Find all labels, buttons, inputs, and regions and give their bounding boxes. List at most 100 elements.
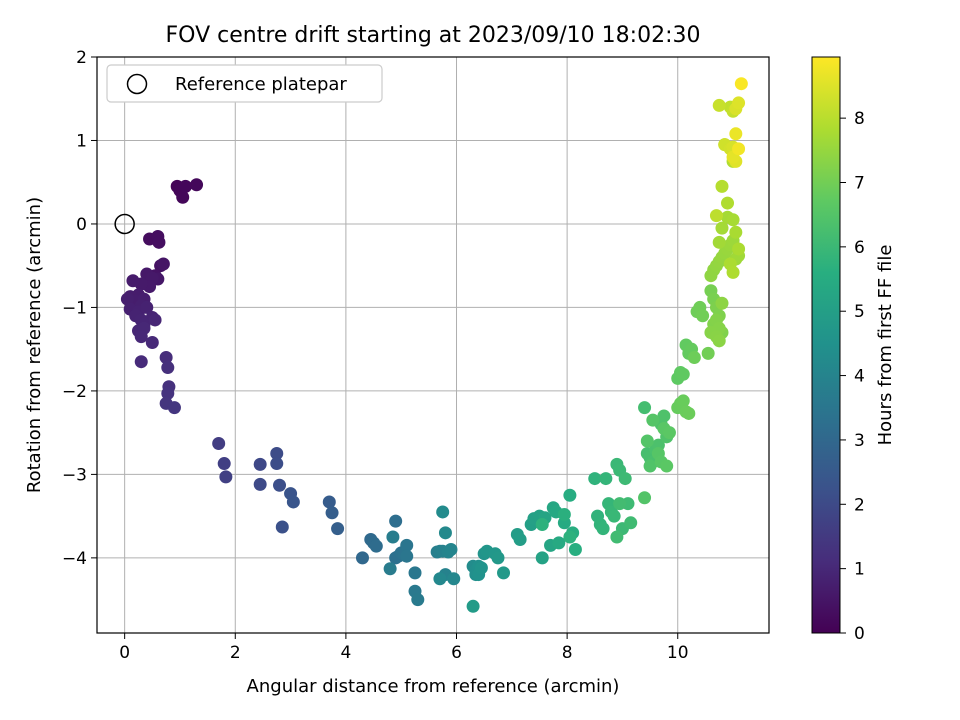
colorbar-gradient: [811, 56, 841, 634]
data-point: [275, 520, 289, 534]
legend-open-circle-marker: [126, 73, 148, 95]
data-point: [712, 235, 726, 249]
data-point: [400, 549, 414, 563]
data-point: [734, 77, 748, 91]
data-point: [436, 505, 450, 519]
x-axis-label: Angular distance from reference (arcmin): [247, 676, 620, 697]
data-point: [618, 472, 632, 486]
data-point: [687, 351, 701, 365]
data-point: [253, 477, 267, 491]
y-tick-label: 1: [76, 131, 87, 151]
colorbar-tick-label: 1: [854, 560, 865, 580]
data-point: [676, 394, 690, 408]
x-tick-label: 8: [562, 643, 573, 663]
data-point: [657, 409, 671, 423]
data-point: [638, 401, 652, 415]
data-point: [662, 426, 676, 440]
x-tick-label: 10: [667, 643, 689, 663]
colorbar-tick-label: 4: [854, 367, 865, 387]
data-point: [270, 457, 284, 471]
data-point: [190, 178, 204, 192]
colorbar-ticks: 0 1 2 3 4 5 6 7 8: [840, 109, 865, 644]
x-tick-label: 6: [451, 643, 462, 663]
data-point: [599, 472, 613, 486]
data-point: [217, 457, 231, 471]
data-point: [732, 96, 746, 110]
reference-point: [114, 213, 135, 235]
legend-box: [106, 64, 383, 103]
data-point: [178, 179, 192, 193]
data-point: [331, 522, 345, 536]
x-axis-ticks: 0 2 4 6 8 10: [119, 633, 689, 663]
colorbar-tick-label: 8: [854, 109, 865, 129]
y-axis-ticks: 2 1 0 −1 −2 −3 −4: [62, 48, 97, 569]
data-point: [732, 142, 746, 156]
data-point: [474, 561, 488, 575]
data-point: [682, 406, 696, 420]
y-tick-label: −1: [62, 298, 87, 318]
data-point: [607, 509, 621, 523]
data-point: [557, 507, 571, 521]
data-point: [513, 533, 527, 547]
data-point: [161, 361, 175, 375]
data-point: [712, 98, 726, 112]
data-point: [588, 472, 602, 486]
data-point: [535, 551, 549, 565]
data-point: [563, 530, 577, 544]
data-point: [721, 196, 735, 210]
data-point: [676, 367, 690, 381]
data-point: [325, 506, 339, 520]
data-point: [140, 300, 154, 314]
data-point: [552, 536, 566, 550]
data-point: [624, 516, 638, 530]
data-point: [411, 593, 425, 607]
data-point: [156, 257, 170, 271]
y-tick-label: 0: [76, 215, 87, 235]
data-point: [491, 551, 505, 565]
y-tick-label: −3: [62, 465, 87, 485]
colorbar-tick-label: 3: [854, 431, 865, 451]
reference-platepar-marker: [114, 213, 135, 235]
x-tick-label: 0: [119, 643, 130, 663]
colorbar-tick-label: 7: [854, 173, 865, 193]
data-point: [660, 459, 674, 473]
data-point: [701, 346, 715, 360]
colorbar-tick-label: 6: [854, 238, 865, 258]
data-point: [610, 530, 624, 544]
colorbar: 0 1 2 3 4 5 6 7 8 Hours from first FF file: [811, 56, 896, 644]
data-point: [709, 209, 723, 223]
y-tick-label: 2: [76, 48, 87, 68]
data-point: [400, 538, 414, 552]
colorbar-tick-label: 0: [854, 624, 865, 644]
data-point: [212, 437, 226, 451]
y-tick-label: −4: [62, 549, 87, 569]
data-point: [389, 514, 403, 528]
data-point: [712, 334, 726, 348]
data-point: [161, 386, 175, 400]
x-tick-label: 2: [230, 643, 241, 663]
data-point: [613, 497, 627, 511]
data-point: [638, 491, 652, 505]
data-point: [167, 401, 181, 415]
colorbar-label: Hours from first FF file: [875, 245, 896, 446]
data-point: [322, 495, 336, 509]
data-point: [355, 551, 369, 565]
data-point: [444, 543, 458, 557]
data-point: [643, 459, 657, 473]
x-tick-label: 4: [340, 643, 351, 663]
data-point: [715, 296, 729, 310]
data-point: [433, 572, 447, 586]
data-point: [497, 566, 511, 580]
plot-frame: [96, 56, 770, 634]
y-tick-label: −2: [62, 382, 87, 402]
data-point: [535, 517, 549, 531]
data-point: [134, 355, 148, 369]
y-axis-label: Rotation from reference (arcmin): [24, 197, 45, 493]
data-point: [596, 522, 610, 536]
data-point: [447, 572, 461, 586]
data-point: [438, 526, 452, 540]
legend-entry-label: Reference platepar: [175, 74, 347, 95]
data-point: [134, 330, 148, 344]
chart-title: FOV centre drift starting at 2023/09/10 …: [166, 23, 701, 48]
